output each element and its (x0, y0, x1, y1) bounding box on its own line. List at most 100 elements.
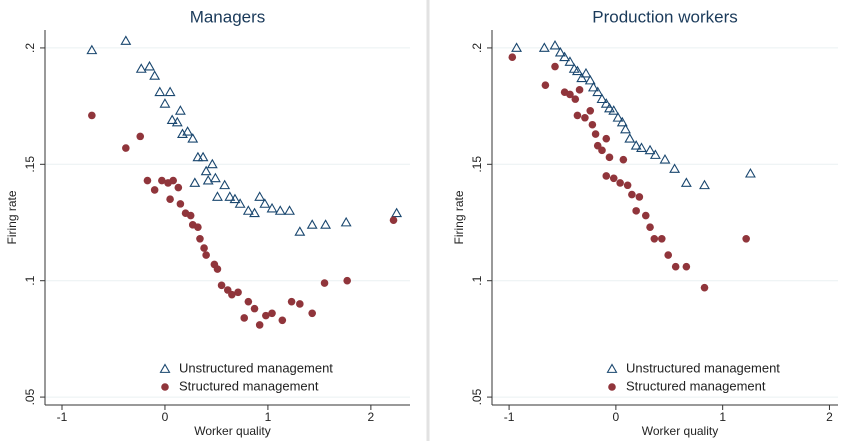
marker (158, 176, 166, 185)
marker (700, 283, 709, 292)
marker (224, 191, 236, 201)
legend-marker (606, 363, 618, 373)
marker (159, 98, 171, 108)
marker (573, 111, 582, 120)
marker (182, 126, 194, 136)
marker (192, 151, 204, 162)
marker (541, 81, 550, 89)
marker (632, 207, 640, 215)
x-axis-label: Worker quality (194, 424, 270, 438)
marker (576, 72, 588, 83)
marker (596, 93, 608, 104)
y-tick-label: .15 (470, 156, 484, 173)
marker (174, 105, 186, 115)
legend-label: Structured management (626, 378, 766, 393)
marker (620, 123, 631, 134)
marker (604, 102, 615, 113)
marker (602, 172, 611, 180)
marker (508, 53, 517, 62)
legend-label: Unstructured management (179, 360, 333, 375)
marker (196, 234, 204, 243)
marker (171, 116, 183, 127)
marker (320, 219, 332, 229)
marker (144, 60, 155, 71)
x-axis-label: Worker quality (642, 424, 718, 438)
marker (619, 155, 628, 164)
marker (605, 153, 614, 162)
marker (262, 311, 270, 320)
marker (255, 321, 264, 329)
marker (174, 183, 183, 192)
marker (588, 120, 597, 129)
marker (664, 251, 673, 259)
marker (650, 234, 659, 243)
marker (600, 98, 612, 108)
marker (551, 62, 559, 71)
marker (154, 86, 166, 97)
y-axis-label: Firing rate (452, 190, 466, 244)
marker (571, 95, 580, 103)
marker (284, 205, 295, 215)
marker (646, 223, 654, 231)
marker (616, 116, 628, 127)
marker (234, 198, 246, 208)
marker (586, 106, 595, 115)
marker (186, 211, 195, 220)
marker (189, 177, 201, 187)
marker (669, 163, 681, 173)
marker (88, 111, 96, 120)
marker (250, 304, 259, 313)
x-tick-label: -1 (57, 410, 68, 424)
marker (240, 314, 249, 322)
panel-title: Managers (190, 7, 266, 26)
marker (266, 202, 278, 213)
marker (200, 165, 212, 176)
marker (213, 265, 222, 273)
marker (592, 86, 604, 97)
marker (194, 223, 202, 231)
marker (254, 191, 266, 201)
marker (624, 133, 636, 143)
marker (306, 219, 318, 229)
marker (742, 234, 750, 243)
legend-label: Unstructured management (626, 360, 780, 375)
marker (169, 176, 177, 185)
y-axis-label: Firing rate (5, 190, 19, 244)
x-tick-label: 0 (162, 410, 169, 424)
marker (575, 86, 584, 94)
marker (598, 146, 606, 155)
marker (564, 56, 576, 66)
marker (187, 133, 199, 143)
marker (609, 174, 618, 183)
marker (659, 154, 671, 164)
marker (612, 112, 624, 122)
marker (164, 86, 176, 97)
marker (202, 251, 210, 259)
x-tick-label: 0 (613, 410, 620, 424)
marker (559, 51, 571, 62)
marker (268, 309, 276, 318)
y-tick-label: .2 (23, 43, 37, 53)
marker (602, 134, 611, 143)
marker (591, 130, 600, 138)
marker (584, 74, 596, 85)
legend-label: Structured management (179, 378, 319, 393)
marker (538, 42, 550, 52)
marker (608, 105, 620, 115)
marker (566, 90, 574, 99)
marker (571, 65, 583, 76)
marker (86, 44, 98, 55)
marker (219, 179, 231, 190)
marker (682, 262, 691, 271)
y-tick-label: .1 (470, 275, 484, 285)
marker (657, 234, 666, 243)
marker (343, 276, 351, 285)
marker (202, 174, 214, 185)
marker (294, 226, 306, 236)
marker (628, 190, 636, 199)
marker (699, 179, 710, 190)
marker (122, 144, 130, 152)
marker (389, 216, 398, 224)
